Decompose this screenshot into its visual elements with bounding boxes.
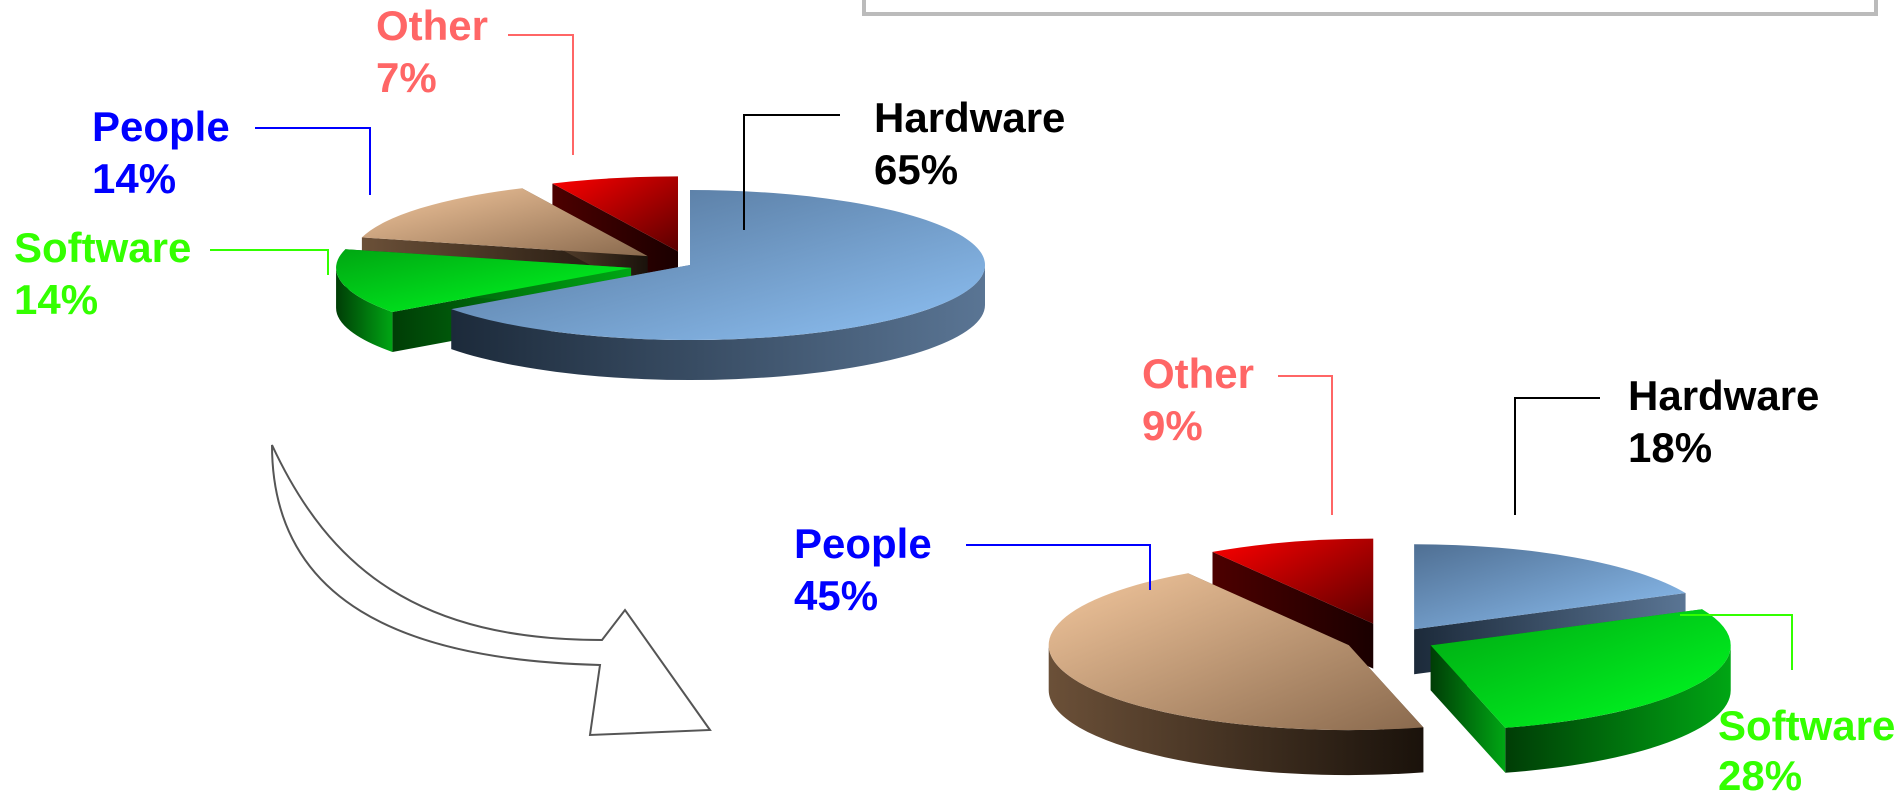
slice-label-hardware-2: Hardware: [1628, 372, 1819, 419]
slice-pct-hardware-2: 18%: [1628, 424, 1712, 471]
pie-slice-top: [1414, 544, 1686, 630]
slice-pct-people-1: 14%: [92, 155, 176, 202]
pie-slice-top: [1048, 573, 1424, 731]
slice-label-software-1: Software: [14, 224, 191, 271]
pie-slice-wall: [1048, 645, 1424, 776]
slice-label-other-2: Other: [1142, 350, 1254, 397]
slice-label-other-1: Other: [376, 2, 488, 49]
pie-slice-top: [451, 190, 986, 340]
slice-pct-other-1: 7%: [376, 54, 437, 101]
pie-chart-2: Hardware 18% Software 28% People 45% Oth…: [794, 350, 1895, 799]
leader-line-people-1: [255, 127, 371, 195]
pie-slice-wall: [451, 265, 986, 380]
slice-pct-software-1: 14%: [14, 276, 98, 323]
leader-line-software-1: [210, 249, 329, 275]
pie-slice-top: [336, 249, 632, 312]
frame-box: [862, 0, 1878, 16]
pie-slice-software: [1430, 609, 1731, 773]
leader-line-hardware-1: [743, 114, 840, 230]
leader-line-people-2: [966, 544, 1151, 590]
curved-arrow-icon: [271, 444, 712, 737]
slice-label-software-2: Software: [1718, 702, 1895, 749]
pie-slice-people: [1048, 573, 1424, 776]
slice-label-hardware-1: Hardware: [874, 94, 1065, 141]
pie-slice-top: [552, 176, 679, 252]
leader-line-other-1: [508, 34, 574, 155]
leader-line-software-2: [1680, 614, 1793, 670]
leader-line-hardware-2: [1514, 397, 1600, 515]
pie-slice-hardware: [451, 190, 986, 380]
slice-pct-software-2: 28%: [1718, 752, 1802, 799]
pie-slice-top: [1212, 538, 1374, 624]
pie-chart-1: Hardware 65% Software 14% People 14% Oth…: [14, 2, 1065, 380]
slice-pct-hardware-1: 65%: [874, 146, 958, 193]
pie-slice-edge: [1430, 645, 1506, 773]
slice-pct-other-2: 9%: [1142, 402, 1203, 449]
pie-slice-wall: [336, 267, 393, 352]
pie-slice-wall: [1505, 645, 1731, 773]
pie-slice-top: [361, 188, 648, 257]
pie-slice-top: [1430, 609, 1731, 728]
leader-line-other-2: [1278, 375, 1333, 515]
slice-label-people-1: People: [92, 103, 230, 150]
slice-label-people-2: People: [794, 520, 932, 567]
slice-pct-people-2: 45%: [794, 572, 878, 619]
